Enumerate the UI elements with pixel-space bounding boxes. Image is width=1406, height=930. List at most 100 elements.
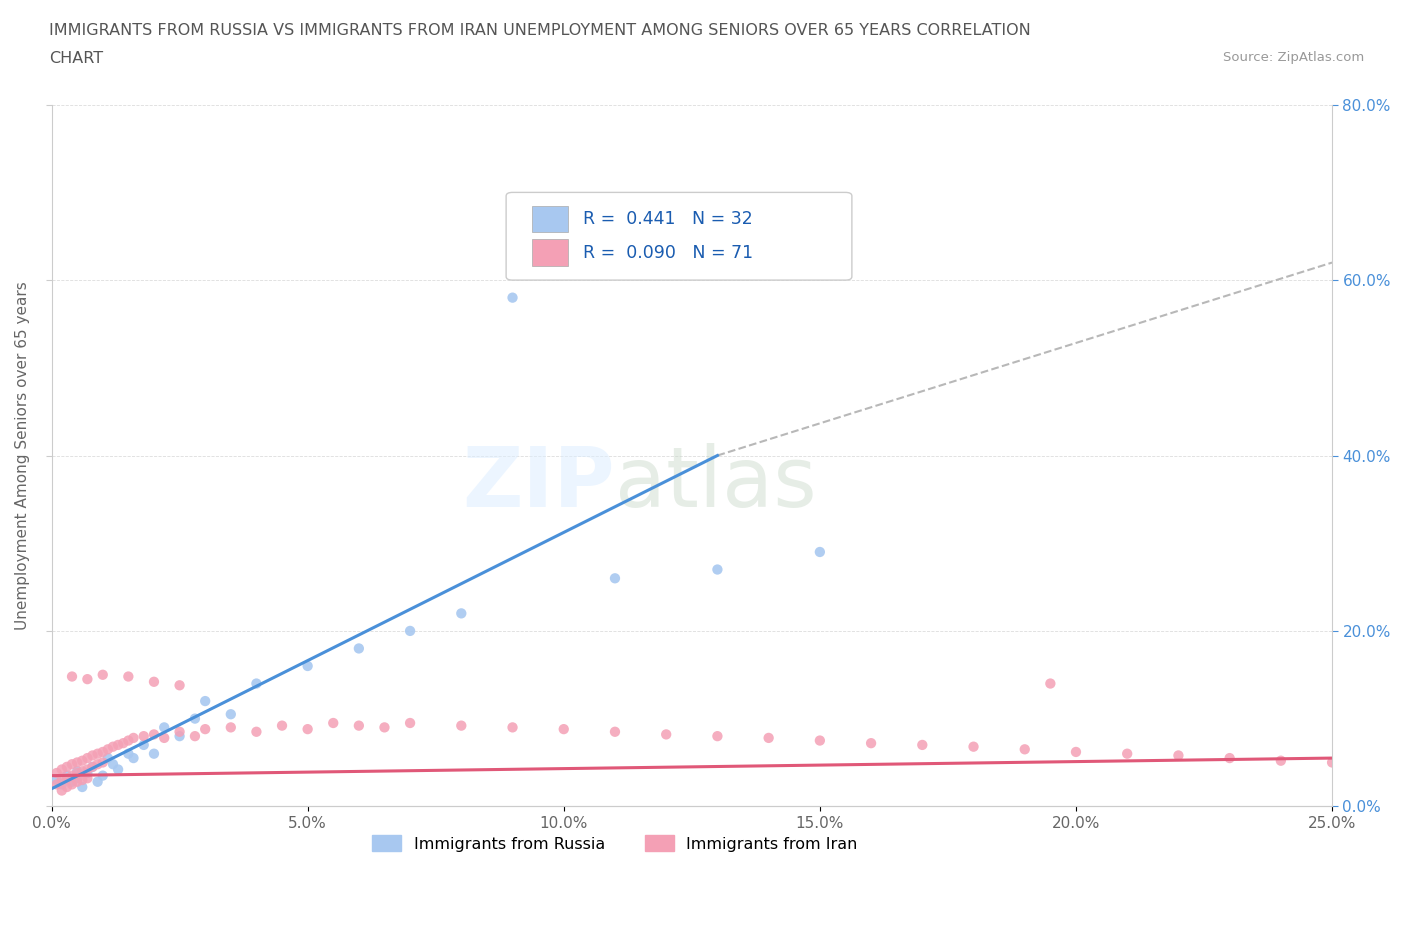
- Point: [245, 724, 267, 739]
- Point: [76, 771, 98, 786]
- Point: [91, 668, 114, 683]
- Point: [91, 768, 114, 783]
- Point: [169, 724, 191, 739]
- Point: [1167, 748, 1189, 763]
- Point: [297, 658, 319, 673]
- Point: [60, 669, 83, 684]
- Point: [56, 779, 79, 794]
- Point: [117, 733, 139, 748]
- Point: [271, 718, 294, 733]
- Point: [112, 736, 135, 751]
- Point: [117, 746, 139, 761]
- Point: [51, 762, 73, 777]
- Point: [1320, 755, 1343, 770]
- Point: [117, 669, 139, 684]
- Point: [122, 751, 145, 765]
- Text: atlas: atlas: [614, 443, 817, 525]
- Point: [399, 715, 422, 730]
- Point: [82, 748, 104, 763]
- Point: [194, 694, 217, 709]
- Point: [86, 757, 108, 772]
- Point: [706, 562, 728, 577]
- Point: [553, 722, 575, 737]
- Point: [194, 722, 217, 737]
- Point: [97, 751, 120, 765]
- Point: [60, 775, 83, 790]
- Point: [76, 751, 98, 765]
- Point: [1270, 753, 1292, 768]
- Point: [184, 711, 207, 726]
- Point: [347, 718, 370, 733]
- Point: [153, 730, 176, 745]
- Point: [399, 623, 422, 638]
- Point: [758, 730, 780, 745]
- Point: [107, 737, 129, 752]
- Point: [143, 727, 166, 742]
- Text: R =  0.090   N = 71: R = 0.090 N = 71: [583, 245, 754, 262]
- Point: [45, 773, 67, 788]
- Point: [66, 755, 89, 770]
- Point: [603, 724, 626, 739]
- Point: [122, 730, 145, 745]
- Y-axis label: Unemployment Among Seniors over 65 years: Unemployment Among Seniors over 65 years: [15, 281, 30, 630]
- Point: [706, 729, 728, 744]
- Point: [347, 641, 370, 656]
- Point: [860, 736, 883, 751]
- Point: [76, 765, 98, 780]
- Point: [76, 762, 98, 777]
- Point: [51, 773, 73, 788]
- Point: [132, 729, 155, 744]
- Point: [45, 777, 67, 791]
- FancyBboxPatch shape: [531, 239, 568, 266]
- Text: ZIP: ZIP: [463, 443, 614, 525]
- Point: [1219, 751, 1241, 765]
- Point: [56, 771, 79, 786]
- Point: [66, 764, 89, 778]
- Point: [1014, 742, 1036, 757]
- Point: [169, 729, 191, 744]
- Legend: Immigrants from Russia, Immigrants from Iran: Immigrants from Russia, Immigrants from …: [366, 829, 865, 858]
- FancyBboxPatch shape: [506, 193, 852, 280]
- Point: [66, 765, 89, 780]
- Point: [1039, 676, 1062, 691]
- Point: [82, 760, 104, 775]
- Point: [603, 571, 626, 586]
- Point: [911, 737, 934, 752]
- Point: [101, 757, 124, 772]
- Text: R =  0.441   N = 32: R = 0.441 N = 32: [583, 210, 752, 228]
- Point: [502, 290, 524, 305]
- Point: [72, 773, 94, 788]
- Point: [107, 762, 129, 777]
- Point: [72, 753, 94, 768]
- Point: [219, 707, 242, 722]
- Point: [45, 765, 67, 780]
- Point: [143, 746, 166, 761]
- Text: Source: ZipAtlas.com: Source: ZipAtlas.com: [1223, 51, 1364, 64]
- Text: CHART: CHART: [49, 51, 103, 66]
- Point: [655, 727, 678, 742]
- Point: [143, 674, 166, 689]
- Text: IMMIGRANTS FROM RUSSIA VS IMMIGRANTS FROM IRAN UNEMPLOYMENT AMONG SENIORS OVER 6: IMMIGRANTS FROM RUSSIA VS IMMIGRANTS FRO…: [49, 23, 1031, 38]
- Point: [132, 737, 155, 752]
- Point: [808, 733, 831, 748]
- Point: [153, 720, 176, 735]
- Point: [66, 775, 89, 790]
- Point: [184, 729, 207, 744]
- Point: [322, 715, 344, 730]
- Point: [91, 745, 114, 760]
- Point: [82, 760, 104, 775]
- Point: [56, 760, 79, 775]
- Point: [1064, 745, 1087, 760]
- Point: [72, 764, 94, 778]
- Point: [51, 777, 73, 791]
- Point: [450, 606, 472, 621]
- Point: [66, 771, 89, 786]
- Point: [808, 545, 831, 560]
- Point: [1116, 746, 1139, 761]
- Point: [502, 720, 524, 735]
- Point: [962, 739, 984, 754]
- Point: [91, 755, 114, 770]
- Point: [86, 746, 108, 761]
- Point: [60, 777, 83, 791]
- Point: [51, 783, 73, 798]
